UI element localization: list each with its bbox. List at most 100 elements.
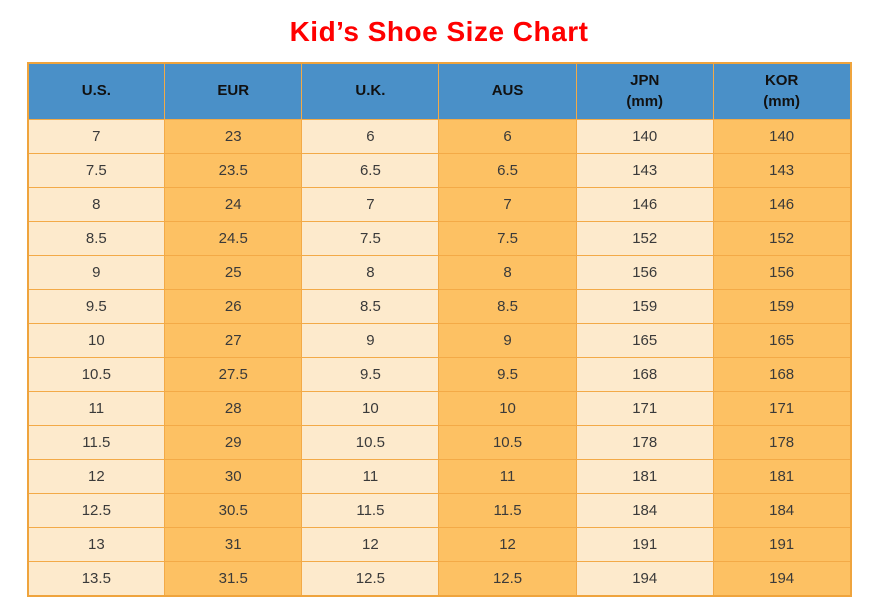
table-cell: 12 bbox=[301, 527, 440, 562]
table-cell: 140 bbox=[575, 119, 714, 154]
table-cell: 8 bbox=[26, 187, 166, 222]
table-cell: 10 bbox=[301, 391, 440, 426]
table-cell: 9 bbox=[301, 323, 440, 358]
table-cell: 26 bbox=[164, 289, 303, 324]
table-cell: 9.5 bbox=[438, 357, 577, 392]
table-header: U.S. EUR U.K. AUS JPN (mm) KOR (mm) bbox=[26, 62, 852, 120]
table-cell: 184 bbox=[712, 493, 852, 528]
table-cell: 146 bbox=[712, 187, 852, 222]
table-cell: 168 bbox=[712, 357, 852, 392]
table-cell: 12.5 bbox=[301, 561, 440, 597]
table-cell: 10.5 bbox=[301, 425, 440, 460]
table-header-row: U.S. EUR U.K. AUS JPN (mm) KOR (mm) bbox=[26, 62, 852, 120]
table-cell: 9.5 bbox=[26, 289, 166, 324]
table-cell: 13.5 bbox=[26, 561, 166, 597]
shoe-size-table: U.S. EUR U.K. AUS JPN (mm) KOR (mm) 7 23 6 6 140 140… bbox=[26, 62, 852, 597]
table-row: 12 30 11 11 181 181 bbox=[26, 459, 852, 494]
table-cell: 181 bbox=[575, 459, 714, 494]
table-row: 11 28 10 10 171 171 bbox=[26, 391, 852, 426]
table-cell: 165 bbox=[712, 323, 852, 358]
table-cell: 178 bbox=[575, 425, 714, 460]
table-row: 9.5 26 8.5 8.5 159 159 bbox=[26, 289, 852, 324]
table-cell: 12.5 bbox=[26, 493, 166, 528]
column-header-kor: KOR (mm) bbox=[712, 62, 852, 120]
table-row: 10 27 9 9 165 165 bbox=[26, 323, 852, 358]
table-cell: 27.5 bbox=[164, 357, 303, 392]
table-row: 9 25 8 8 156 156 bbox=[26, 255, 852, 290]
table-cell: 140 bbox=[712, 119, 852, 154]
table-cell: 184 bbox=[575, 493, 714, 528]
table-cell: 7 bbox=[26, 119, 166, 154]
table-cell: 171 bbox=[575, 391, 714, 426]
table-cell: 12.5 bbox=[438, 561, 577, 597]
table-cell: 11 bbox=[438, 459, 577, 494]
table-row: 11.5 29 10.5 10.5 178 178 bbox=[26, 425, 852, 460]
column-header-us: U.S. bbox=[26, 62, 166, 120]
table-cell: 10 bbox=[26, 323, 166, 358]
table-cell: 181 bbox=[712, 459, 852, 494]
table-cell: 194 bbox=[712, 561, 852, 597]
table-cell: 191 bbox=[575, 527, 714, 562]
table-cell: 146 bbox=[575, 187, 714, 222]
table-cell: 12 bbox=[438, 527, 577, 562]
table-cell: 159 bbox=[575, 289, 714, 324]
table-cell: 8.5 bbox=[26, 221, 166, 256]
table-cell: 7.5 bbox=[438, 221, 577, 256]
column-header-eur: EUR bbox=[164, 62, 303, 120]
column-header-sublabel: (mm) bbox=[626, 92, 664, 110]
table-cell: 168 bbox=[575, 357, 714, 392]
table-cell: 159 bbox=[712, 289, 852, 324]
table-cell: 10 bbox=[438, 391, 577, 426]
table-cell: 9 bbox=[438, 323, 577, 358]
table-cell: 11.5 bbox=[26, 425, 166, 460]
table-row: 10.5 27.5 9.5 9.5 168 168 bbox=[26, 357, 852, 392]
column-header-label: U.S. bbox=[81, 82, 111, 100]
table-body: 7 23 6 6 140 140 7.5 23.5 6.5 6.5 143 143 8 24 7 7 146 14… bbox=[26, 119, 852, 597]
table-cell: 13 bbox=[26, 527, 166, 562]
table-cell: 165 bbox=[575, 323, 714, 358]
column-header-label: JPN bbox=[630, 72, 660, 90]
table-cell: 12 bbox=[26, 459, 166, 494]
table-cell: 6.5 bbox=[301, 153, 440, 188]
table-cell: 7.5 bbox=[26, 153, 166, 188]
table-cell: 28 bbox=[164, 391, 303, 426]
table-cell: 11.5 bbox=[438, 493, 577, 528]
table-row: 7.5 23.5 6.5 6.5 143 143 bbox=[26, 153, 852, 188]
table-cell: 10.5 bbox=[438, 425, 577, 460]
table-cell: 156 bbox=[575, 255, 714, 290]
table-cell: 7.5 bbox=[301, 221, 440, 256]
table-cell: 6 bbox=[438, 119, 577, 154]
table-cell: 8.5 bbox=[301, 289, 440, 324]
column-header-label: U.K. bbox=[355, 82, 386, 100]
table-cell: 29 bbox=[164, 425, 303, 460]
table-cell: 171 bbox=[712, 391, 852, 426]
table-row: 8 24 7 7 146 146 bbox=[26, 187, 852, 222]
table-row: 12.5 30.5 11.5 11.5 184 184 bbox=[26, 493, 852, 528]
table-cell: 194 bbox=[575, 561, 714, 597]
table-cell: 6 bbox=[301, 119, 440, 154]
table-cell: 191 bbox=[712, 527, 852, 562]
column-header-uk: U.K. bbox=[301, 62, 440, 120]
table-row: 13.5 31.5 12.5 12.5 194 194 bbox=[26, 561, 852, 597]
table-cell: 8.5 bbox=[438, 289, 577, 324]
table-cell: 31 bbox=[164, 527, 303, 562]
page-title: Kid’s Shoe Size Chart bbox=[289, 16, 589, 47]
table-cell: 8 bbox=[301, 255, 440, 290]
table-cell: 31.5 bbox=[164, 561, 303, 597]
table-cell: 27 bbox=[164, 323, 303, 358]
table-cell: 156 bbox=[712, 255, 852, 290]
table-cell: 30.5 bbox=[164, 493, 303, 528]
table-cell: 24.5 bbox=[164, 221, 303, 256]
table-cell: 143 bbox=[712, 153, 852, 188]
column-header-aus: AUS bbox=[438, 62, 577, 120]
table-cell: 9.5 bbox=[301, 357, 440, 392]
table-cell: 143 bbox=[575, 153, 714, 188]
table-cell: 152 bbox=[712, 221, 852, 256]
table-row: 8.5 24.5 7.5 7.5 152 152 bbox=[26, 221, 852, 256]
table-cell: 11 bbox=[26, 391, 166, 426]
table-cell: 23 bbox=[164, 119, 303, 154]
column-header-jpn: JPN (mm) bbox=[575, 62, 714, 120]
table-cell: 23.5 bbox=[164, 153, 303, 188]
column-header-label: AUS bbox=[491, 82, 524, 100]
